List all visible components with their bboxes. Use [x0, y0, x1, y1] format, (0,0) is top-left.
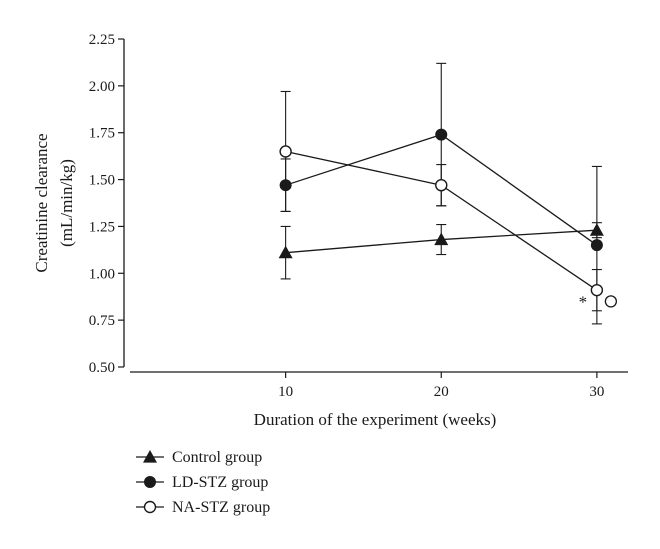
x-tick-label: 10 [278, 384, 293, 400]
y-tick-label: 0.50 [89, 360, 115, 376]
y-tick-label: 1.25 [89, 219, 115, 235]
significance-open-circle-icon [604, 295, 618, 308]
y-tick-label: 2.25 [89, 32, 115, 48]
data-point [589, 223, 604, 236]
y-tick-label: 2.00 [89, 79, 115, 95]
significance-asterisk: * [579, 293, 588, 312]
data-point [590, 283, 604, 297]
data-point [278, 245, 293, 259]
data-point [434, 232, 449, 246]
legend-marker [144, 476, 156, 488]
data-point [279, 179, 292, 192]
x-tick-label: 20 [434, 384, 449, 400]
y-axis-title-units: (mL/min/kg) [57, 159, 76, 247]
legend-label: LD-STZ group [172, 474, 268, 491]
y-tick-label: 1.50 [89, 173, 115, 189]
legend-label: Control group [172, 449, 262, 466]
x-axis-title: Duration of the experiment (weeks) [254, 410, 497, 429]
legend-label: NA-STZ group [172, 499, 270, 516]
data-point [279, 145, 292, 158]
y-tick-label: 1.00 [89, 266, 115, 282]
data-point [590, 239, 603, 252]
y-axis-title: Creatinine clearance [32, 133, 51, 272]
y-tick-label: 1.75 [89, 126, 115, 142]
data-point [435, 178, 448, 192]
x-tick-label: 30 [589, 384, 604, 400]
y-tick-label: 0.75 [89, 313, 115, 329]
legend-marker [143, 500, 157, 514]
data-point [435, 128, 448, 141]
legend-marker [143, 450, 157, 463]
